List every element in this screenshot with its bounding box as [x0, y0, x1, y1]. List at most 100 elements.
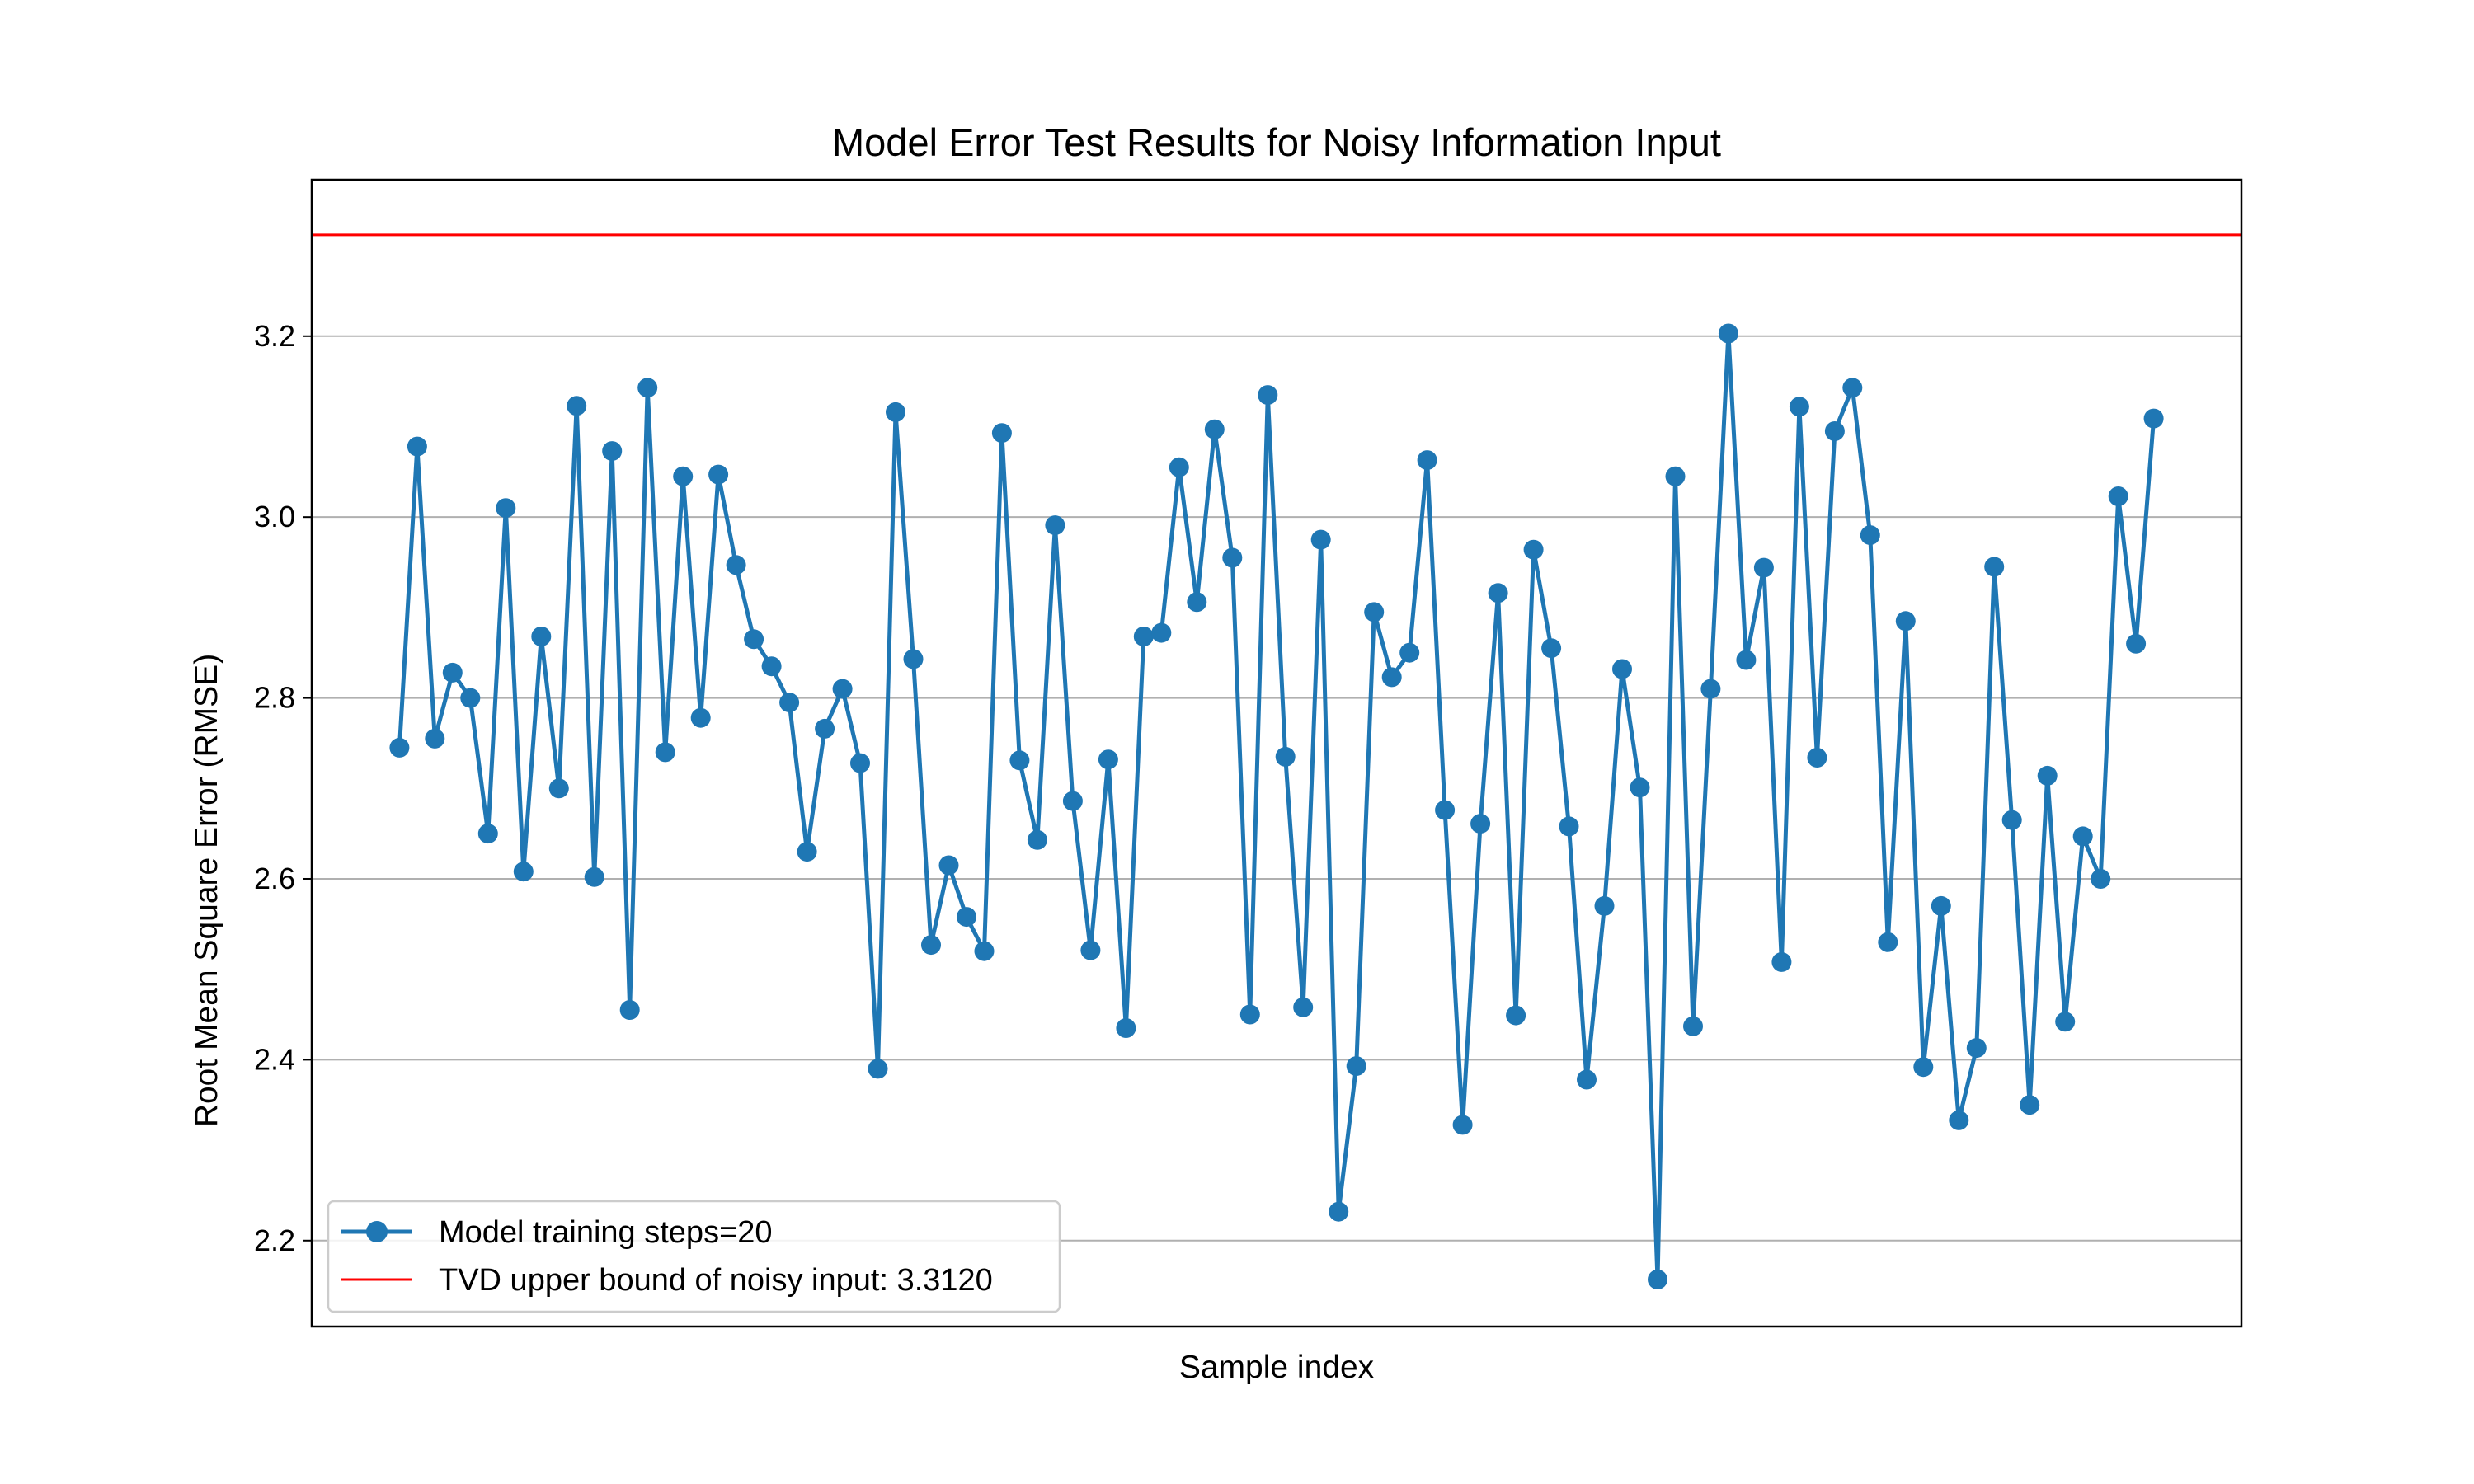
- data-point: [1435, 800, 1456, 820]
- y-axis-ticks: 2.2 2.4 2.6 2.8 3.0 3.2: [254, 319, 312, 1257]
- data-point: [1222, 547, 1243, 568]
- data-point: [690, 707, 711, 728]
- data-point: [1346, 1056, 1366, 1077]
- legend-series-marker: [366, 1221, 388, 1242]
- data-point: [868, 1059, 888, 1079]
- data-point: [389, 737, 410, 758]
- data-point: [1045, 515, 1065, 536]
- data-point: [2072, 826, 2093, 847]
- data-point: [832, 679, 853, 699]
- data-point: [1718, 323, 1738, 344]
- data-point: [1116, 1018, 1136, 1038]
- plot-area-frame: [310, 178, 2243, 1328]
- data-point: [1506, 1005, 1526, 1026]
- data-point: [708, 464, 729, 485]
- data-point: [2126, 633, 2147, 654]
- data-point: [1842, 378, 1863, 398]
- chart-title: Model Error Test Results for Noisy Infor…: [832, 120, 1721, 164]
- data-point: [1417, 450, 1437, 471]
- data-point: [974, 941, 995, 961]
- data-point: [584, 866, 604, 887]
- data-point: [1736, 650, 1757, 670]
- data-point: [1878, 932, 1898, 952]
- y-tick-label: 3.0: [254, 500, 295, 533]
- data-point: [1824, 421, 1845, 441]
- data-point: [957, 907, 976, 928]
- data-point: [442, 662, 463, 683]
- data-point: [567, 396, 587, 416]
- data-point: [1293, 997, 1314, 1017]
- data-point: [2037, 765, 2058, 786]
- y-tick-label: 2.2: [254, 1223, 295, 1257]
- legend-box: [327, 1200, 1061, 1313]
- data-point: [1700, 679, 1721, 699]
- data-point: [1984, 556, 2005, 577]
- data-point: [1665, 466, 1686, 486]
- data-point: [1966, 1038, 1987, 1059]
- data-point: [1204, 419, 1225, 439]
- data-point: [1169, 457, 1189, 477]
- data-point: [1949, 1110, 1969, 1130]
- data-point: [1364, 602, 1385, 622]
- data-point: [1523, 539, 1544, 560]
- data-point: [1648, 1270, 1667, 1289]
- data-point: [1541, 638, 1562, 659]
- data-point: [1275, 746, 1296, 767]
- legend-series-label: Model training steps=20: [439, 1215, 773, 1250]
- data-point: [1931, 895, 1951, 916]
- data-point: [2091, 869, 2111, 889]
- data-point: [2108, 486, 2128, 506]
- data-point: [1151, 622, 1172, 643]
- data-point: [1452, 1115, 1473, 1135]
- data-point: [815, 718, 835, 739]
- data-point: [2055, 1012, 2076, 1032]
- legend-reference-label: TVD upper bound of noisy input: 3.3120: [439, 1263, 993, 1298]
- data-point: [2001, 810, 2022, 830]
- data-point: [744, 629, 764, 650]
- y-tick-label: 2.8: [254, 681, 295, 715]
- data-point: [1470, 814, 1491, 834]
- data-point: [850, 753, 870, 773]
- data-point: [761, 656, 782, 677]
- data-point: [1239, 1004, 1260, 1025]
- data-point: [1860, 525, 1880, 546]
- data-point: [1329, 1201, 1349, 1222]
- data-point: [921, 935, 941, 956]
- y-tick-label: 2.6: [254, 862, 295, 895]
- data-point: [460, 688, 481, 708]
- data-point: [797, 842, 817, 862]
- data-point: [1062, 791, 1083, 811]
- y-axis-label: Root Mean Square Error (RMSE): [189, 654, 224, 1127]
- data-point: [1381, 667, 1402, 688]
- data-point: [1789, 397, 1809, 417]
- data-point: [1683, 1016, 1703, 1036]
- data-point: [496, 498, 516, 519]
- series-markers: [389, 323, 2164, 1289]
- data-point: [637, 378, 658, 398]
- data-point: [531, 627, 552, 646]
- data-point: [991, 423, 1012, 444]
- data-point: [1187, 592, 1207, 613]
- data-point: [1133, 627, 1154, 646]
- y-tick-label: 2.4: [254, 1042, 295, 1076]
- data-point: [1913, 1057, 1934, 1078]
- data-point: [673, 466, 694, 486]
- data-point: [1258, 385, 1278, 406]
- data-point: [1080, 940, 1101, 960]
- data-point: [1771, 951, 1792, 972]
- data-point: [655, 742, 675, 763]
- data-point: [1594, 895, 1615, 916]
- data-point: [726, 555, 746, 575]
- data-point: [886, 402, 905, 422]
- data-point: [619, 1000, 640, 1020]
- legend: Model training steps=20 TVD upper bound …: [327, 1200, 1061, 1313]
- series-layer: [389, 323, 2164, 1289]
- data-point: [425, 728, 445, 749]
- data-point: [1310, 529, 1331, 550]
- data-point: [1577, 1069, 1597, 1090]
- data-point: [1612, 659, 1632, 679]
- x-axis-label: Sample index: [1179, 1350, 1375, 1385]
- data-point: [779, 693, 800, 713]
- data-point: [938, 855, 959, 876]
- series-line: [397, 331, 2157, 1282]
